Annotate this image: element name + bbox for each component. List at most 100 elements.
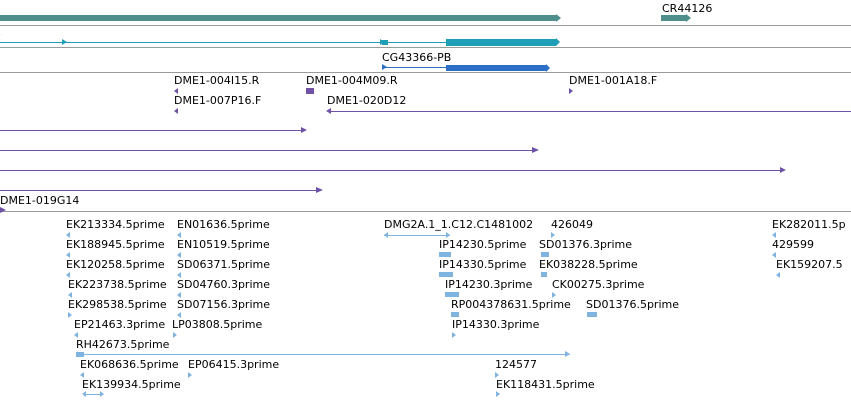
transcript-exon-bar[interactable] bbox=[382, 40, 388, 45]
est-label[interactable]: EK139934.5prime bbox=[82, 378, 181, 391]
est-label[interactable]: IP14330.3prime bbox=[452, 318, 540, 331]
est-marker[interactable] bbox=[451, 312, 459, 317]
est-marker[interactable] bbox=[177, 312, 181, 318]
est-marker[interactable] bbox=[445, 292, 459, 297]
est-label[interactable]: EK038228.5prime bbox=[539, 258, 638, 271]
est-label[interactable]: EK188945.5prime bbox=[66, 238, 165, 251]
cg43366-start-arrow bbox=[382, 64, 387, 70]
clone-label[interactable]: DME1-004M09.R bbox=[306, 74, 398, 87]
transcript-exon-bar[interactable] bbox=[446, 39, 556, 46]
est-marker[interactable] bbox=[495, 372, 499, 378]
est-line-arrow bbox=[565, 351, 570, 357]
cr44126-feature-bar[interactable] bbox=[661, 15, 686, 21]
est-label[interactable]: 426049 bbox=[551, 218, 593, 231]
est-marker[interactable] bbox=[446, 232, 450, 238]
est-marker[interactable] bbox=[173, 332, 177, 338]
est-marker[interactable] bbox=[177, 232, 181, 238]
est-label[interactable]: EP06415.3prime bbox=[188, 358, 280, 371]
est-label[interactable]: EK120258.5prime bbox=[66, 258, 165, 271]
est-label[interactable]: IP14230.5prime bbox=[439, 238, 527, 251]
est-label[interactable]: EN10519.5prime bbox=[177, 238, 270, 251]
track-separator bbox=[0, 47, 851, 48]
est-marker[interactable] bbox=[74, 332, 78, 338]
est-label[interactable]: SD01376.3prime bbox=[539, 238, 632, 251]
gene-feature-arrow bbox=[556, 14, 561, 22]
est-label[interactable]: IP14330.5prime bbox=[439, 258, 527, 271]
cg43366-exon-bar[interactable] bbox=[446, 65, 546, 71]
clone-marker[interactable] bbox=[174, 108, 178, 114]
clone-label[interactable]: DME1-001A18.F bbox=[569, 74, 658, 87]
est-label[interactable]: SD04760.3prime bbox=[177, 278, 270, 291]
est-label[interactable]: RP004378631.5prime bbox=[451, 298, 571, 311]
est-marker[interactable] bbox=[551, 232, 555, 238]
clone-label[interactable]: DME1-020D12 bbox=[327, 94, 407, 107]
est-label[interactable]: LP03808.5prime bbox=[172, 318, 263, 331]
est-marker[interactable] bbox=[496, 391, 500, 397]
gene-feature-bar[interactable] bbox=[0, 15, 556, 21]
est-marker[interactable] bbox=[439, 252, 451, 257]
est-label[interactable]: IP14230.3prime bbox=[445, 278, 533, 291]
gene-label[interactable]: CR44126 bbox=[662, 2, 713, 15]
transcript-label[interactable]: CG43366-PB bbox=[382, 51, 452, 64]
est-marker[interactable] bbox=[772, 232, 776, 238]
clone-label[interactable]: DME1-019G14 bbox=[0, 194, 80, 207]
clone-marker[interactable] bbox=[306, 88, 314, 94]
est-marker[interactable] bbox=[68, 312, 72, 318]
est-label[interactable]: EK298538.5prime bbox=[68, 298, 167, 311]
est-marker[interactable] bbox=[188, 372, 192, 378]
est-line[interactable] bbox=[78, 354, 570, 355]
clone-marker[interactable] bbox=[0, 207, 6, 213]
clone-line[interactable] bbox=[0, 170, 782, 171]
est-label[interactable]: DMG2A.1_1.C12.C1481002 bbox=[384, 218, 534, 231]
est-label[interactable]: 124577 bbox=[495, 358, 537, 371]
est-marker[interactable] bbox=[177, 272, 181, 278]
clone-label[interactable]: DME1-004I15.R bbox=[174, 74, 260, 87]
clone-line[interactable] bbox=[0, 150, 534, 151]
est-label[interactable]: SD06371.5prime bbox=[177, 258, 270, 271]
clone-label[interactable]: DME1-007P16.F bbox=[174, 94, 262, 107]
est-marker[interactable] bbox=[66, 272, 70, 278]
est-label[interactable]: SD01376.5prime bbox=[586, 298, 679, 311]
est-marker[interactable] bbox=[76, 352, 84, 357]
clone-marker[interactable] bbox=[569, 88, 573, 94]
est-marker[interactable] bbox=[100, 391, 104, 397]
est-marker[interactable] bbox=[80, 372, 84, 378]
est-label[interactable]: EK213334.5prime bbox=[66, 218, 165, 231]
est-line[interactable] bbox=[84, 394, 102, 395]
est-marker[interactable] bbox=[384, 232, 388, 238]
est-marker[interactable] bbox=[177, 292, 181, 298]
est-marker[interactable] bbox=[439, 272, 453, 277]
est-marker[interactable] bbox=[541, 252, 549, 257]
est-label[interactable]: 429599 bbox=[772, 238, 814, 251]
est-marker[interactable] bbox=[452, 332, 456, 338]
est-label[interactable]: EK068636.5prime bbox=[80, 358, 179, 371]
est-marker[interactable] bbox=[772, 252, 776, 258]
est-label[interactable]: EK223738.5prime bbox=[68, 278, 167, 291]
clone-line-arrow bbox=[326, 108, 331, 114]
est-label[interactable]: RH42673.5prime bbox=[76, 338, 170, 351]
est-label[interactable]: CK00275.3prime bbox=[552, 278, 645, 291]
est-marker[interactable] bbox=[177, 252, 181, 258]
est-label[interactable]: EK282011.5p bbox=[772, 218, 846, 231]
est-label[interactable]: EN01636.5prime bbox=[177, 218, 270, 231]
est-label[interactable]: EK118431.5prime bbox=[496, 378, 595, 391]
est-marker[interactable] bbox=[587, 312, 597, 317]
clone-line[interactable] bbox=[0, 190, 318, 191]
clone-line[interactable] bbox=[330, 111, 851, 112]
est-marker[interactable] bbox=[552, 292, 556, 298]
est-line[interactable] bbox=[384, 235, 450, 236]
est-label[interactable]: EK159207.5 bbox=[776, 258, 843, 271]
cg43366-end-arrow bbox=[546, 64, 550, 72]
est-label[interactable]: EP21463.3prime bbox=[74, 318, 166, 331]
clone-line-arrow bbox=[780, 167, 786, 173]
est-marker[interactable] bbox=[776, 272, 780, 278]
est-marker[interactable] bbox=[66, 232, 70, 238]
est-marker[interactable] bbox=[82, 391, 86, 397]
clone-line[interactable] bbox=[0, 130, 302, 131]
est-marker[interactable] bbox=[541, 272, 547, 277]
est-label[interactable]: SD07156.3prime bbox=[177, 298, 270, 311]
est-marker[interactable] bbox=[68, 292, 72, 298]
est-marker[interactable] bbox=[66, 252, 70, 258]
clone-marker[interactable] bbox=[174, 88, 178, 94]
